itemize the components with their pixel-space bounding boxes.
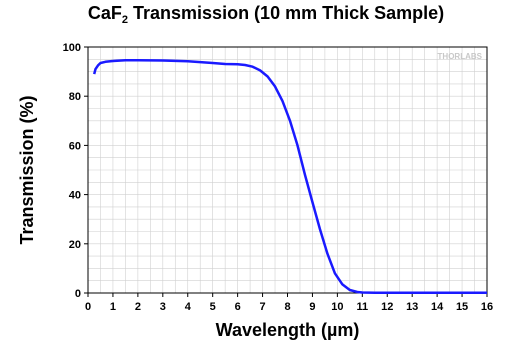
- y-tick-label: 60: [69, 140, 81, 152]
- x-tick-label: 0: [85, 301, 91, 313]
- x-tick-label: 15: [456, 301, 468, 313]
- x-tick-label: 9: [309, 301, 315, 313]
- x-tick-label: 8: [284, 301, 290, 313]
- y-tick-label: 100: [63, 42, 81, 54]
- x-tick-label: 14: [431, 301, 444, 313]
- grid: [87, 46, 488, 294]
- x-tick-label: 16: [481, 301, 493, 313]
- x-tick-label: 11: [356, 301, 368, 313]
- x-tick-label: 13: [406, 301, 418, 313]
- x-tick-label: 3: [160, 301, 166, 313]
- x-tick-label: 6: [235, 301, 241, 313]
- y-tick-label: 40: [69, 190, 81, 202]
- x-axis-label: Wavelength (µm): [216, 320, 360, 340]
- y-axis-label: Transmission (%): [17, 95, 37, 244]
- x-tick-label: 12: [381, 301, 393, 313]
- x-tick-label: 10: [331, 301, 343, 313]
- x-tick-label: 7: [260, 301, 266, 313]
- series-line: [92, 59, 487, 295]
- x-tick-label: 2: [135, 301, 141, 313]
- x-tick-label: 4: [185, 301, 192, 313]
- watermark-logo: THORLABS: [438, 52, 483, 61]
- y-tick-label: 20: [69, 239, 81, 251]
- y-tick-label: 80: [69, 91, 81, 103]
- x-tick-label: 1: [110, 301, 116, 313]
- x-tick-label: 5: [210, 301, 216, 313]
- y-tick-label: 0: [75, 288, 81, 300]
- chart-title: CaF2 Transmission (10 mm Thick Sample): [87, 3, 445, 26]
